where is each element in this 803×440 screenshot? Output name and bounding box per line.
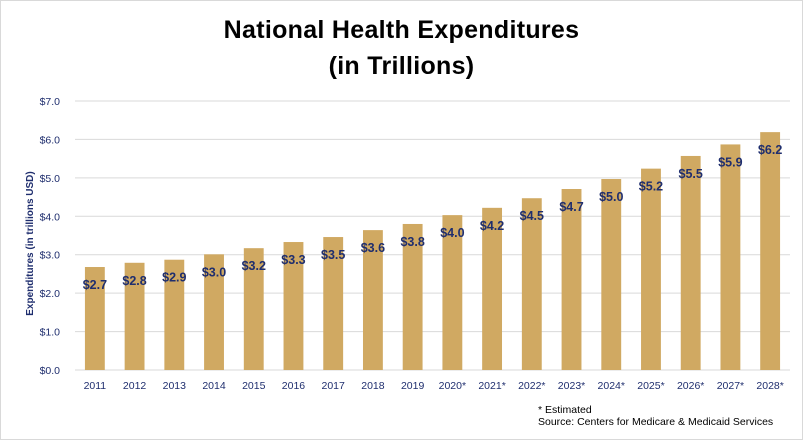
x-tick-label: 2015 — [242, 380, 266, 392]
x-tick-label: 2018 — [361, 380, 385, 392]
bar-2025-est — [641, 168, 661, 370]
x-tick-label: 2017 — [322, 380, 346, 392]
bar-2013 — [164, 259, 185, 370]
data-label: $3.8 — [400, 235, 424, 249]
chart-title-main: National Health Expenditures — [223, 16, 580, 44]
bar-2014 — [204, 254, 224, 370]
bar-2015 — [243, 248, 264, 370]
data-label: $3.2 — [242, 259, 266, 273]
x-tick-label: 2025* — [637, 380, 664, 392]
y-tick-label: $2.0 — [40, 288, 61, 300]
x-tick-label: 2027* — [717, 380, 744, 392]
data-label: $6.2 — [758, 143, 782, 157]
y-axis-title: Expenditures (in trillions USD) — [25, 171, 36, 315]
bar-2012 — [124, 262, 145, 370]
data-label: $3.6 — [361, 241, 385, 255]
x-tick-label: 2014 — [202, 380, 226, 392]
data-label: $4.7 — [559, 200, 583, 214]
bar-2022-est — [521, 198, 542, 370]
data-label: $4.0 — [440, 226, 464, 240]
x-tick-label: 2013 — [163, 380, 187, 392]
bar-2028-est — [760, 132, 781, 370]
data-label: $5.2 — [639, 180, 663, 194]
bar-2021-est — [482, 207, 503, 370]
data-label: $3.5 — [321, 248, 345, 262]
estimated-note: * Estimated — [538, 404, 592, 416]
x-tick-label: 2019 — [401, 380, 425, 392]
chart-notes: * Estimated Source: Centers for Medicare… — [538, 404, 773, 428]
bar-2016 — [283, 242, 304, 370]
x-tick-label: 2012 — [123, 380, 147, 392]
data-label: $3.0 — [202, 265, 226, 279]
data-label: $5.5 — [679, 167, 703, 181]
bar-2018 — [362, 230, 383, 370]
bar-2024-est — [601, 179, 622, 370]
x-tick-label: 2026* — [677, 380, 704, 392]
y-tick-label: $3.0 — [40, 250, 61, 262]
data-label: $5.9 — [718, 155, 742, 169]
data-label: $3.3 — [281, 253, 305, 267]
chart-title: National Health Expenditures (in Trillio… — [0, 12, 803, 84]
y-tick-label: $7.0 — [40, 96, 61, 108]
y-tick-label: $1.0 — [40, 327, 61, 339]
y-tick-label: $0.0 — [40, 365, 61, 377]
data-label: $2.8 — [122, 274, 146, 288]
x-tick-label: 2016 — [282, 380, 306, 392]
data-label: $2.7 — [83, 278, 107, 292]
data-label: $2.9 — [162, 271, 186, 285]
y-tick-label: $4.0 — [40, 211, 61, 223]
x-tick-label: 2028* — [756, 380, 783, 392]
bar-2026-est — [680, 155, 701, 370]
data-label: $4.5 — [520, 209, 544, 223]
bar-2023-est — [561, 189, 582, 370]
y-tick-label: $5.0 — [40, 173, 61, 185]
x-tick-label: 2023* — [558, 380, 585, 392]
y-tick-label: $6.0 — [40, 134, 61, 146]
data-label: $5.0 — [599, 190, 623, 204]
x-tick-label: 2011 — [84, 380, 107, 392]
bar-2019 — [402, 223, 423, 370]
bar-2020-est — [442, 215, 463, 370]
bar-2011 — [84, 267, 105, 370]
chart-subtitle: (in Trillions) — [328, 52, 475, 80]
bar-2027-est — [720, 144, 741, 370]
x-tick-label: 2020* — [439, 380, 466, 392]
x-tick-label: 2022* — [518, 380, 545, 392]
x-tick-label: 2021* — [478, 380, 505, 392]
bar-2017 — [323, 237, 344, 370]
data-label: $4.2 — [480, 219, 504, 233]
source-note: Source: Centers for Medicare & Medicaid … — [538, 416, 774, 428]
x-tick-label: 2024* — [598, 380, 625, 392]
